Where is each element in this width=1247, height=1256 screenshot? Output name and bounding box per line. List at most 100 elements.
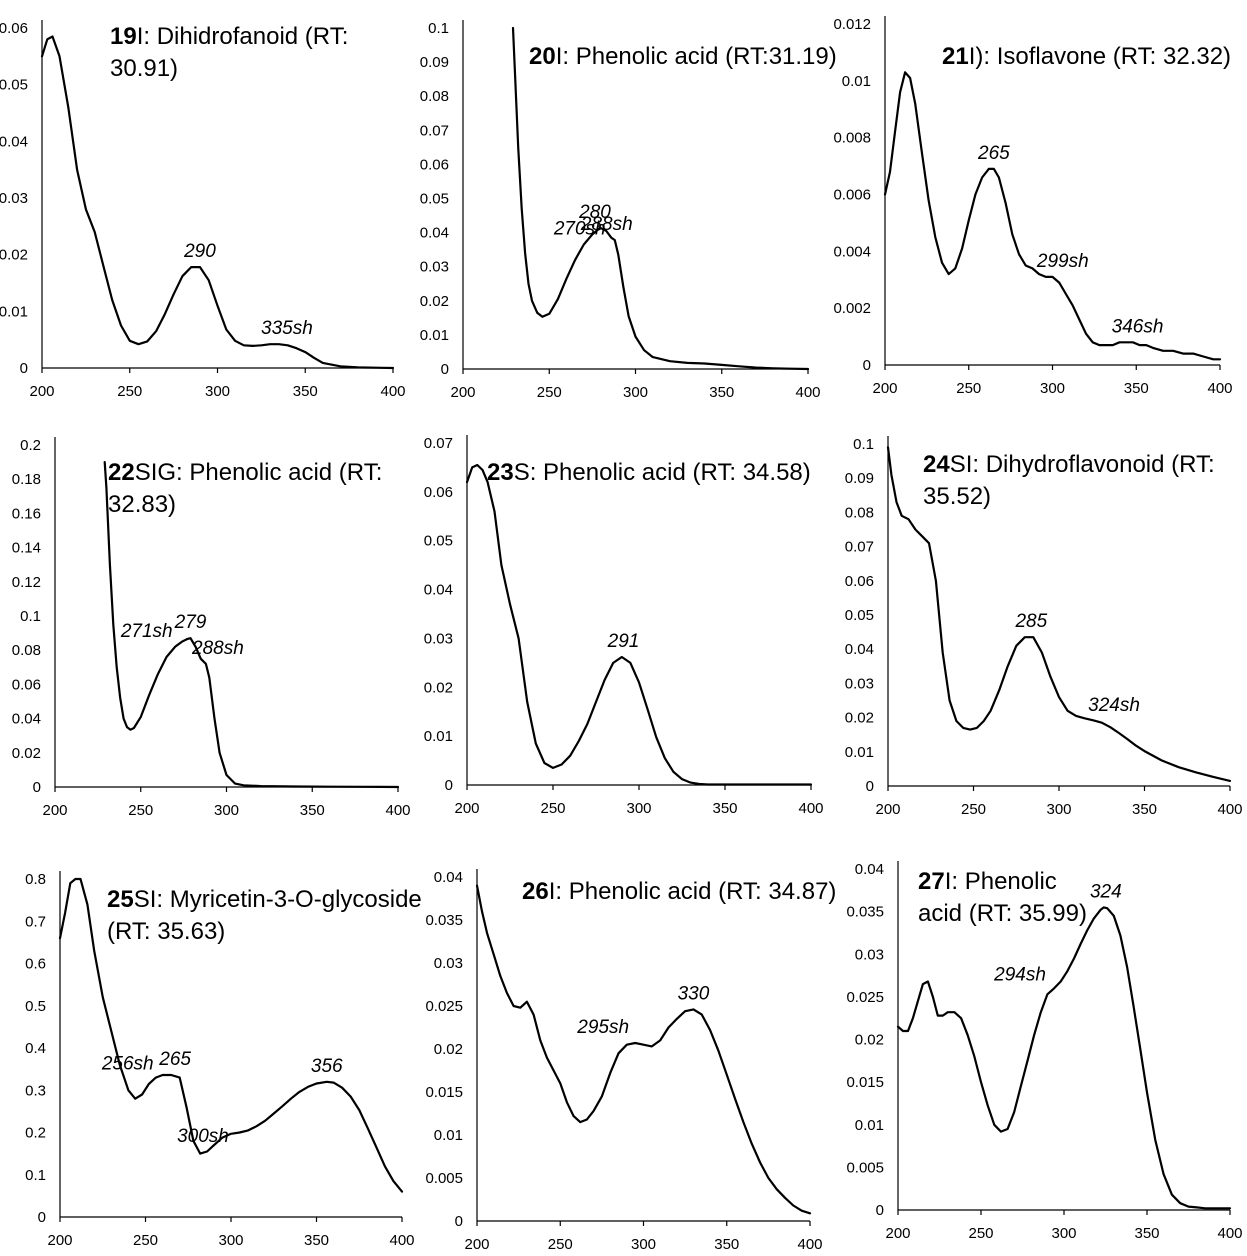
- chart-title-line: 22SIG: Phenolic acid (RT:: [108, 459, 382, 486]
- chart-title-text: S: Phenolic acid (RT: 34.58): [514, 459, 811, 486]
- peak-label: 330: [678, 983, 710, 1004]
- y-tick-label: 0.08: [12, 642, 41, 659]
- x-tick-label: 400: [385, 802, 410, 819]
- peak-label: 291: [607, 631, 640, 652]
- x-tick-label: 200: [885, 1225, 910, 1242]
- x-tick-label: 250: [540, 800, 565, 817]
- y-tick-label: 0.2: [20, 437, 41, 454]
- y-tick-label: 0.7: [25, 913, 46, 930]
- y-tick-label: 0: [20, 360, 28, 377]
- y-tick-label: 0.01: [842, 73, 871, 90]
- x-tick-label: 400: [1217, 801, 1242, 818]
- y-tick-label: 0.08: [420, 88, 449, 105]
- y-tick-label: 0.1: [25, 1167, 46, 1184]
- y-tick-label: 0.05: [420, 191, 449, 208]
- y-tick-label: 0.005: [846, 1159, 884, 1176]
- y-tick-label: 0.03: [424, 630, 453, 647]
- y-tick-label: 0.02: [420, 293, 449, 310]
- y-tick-label: 0.1: [428, 20, 449, 37]
- spectrum-line: [883, 71, 1222, 361]
- spectrum-line: [58, 877, 404, 1193]
- y-tick-label: 0: [33, 779, 41, 796]
- y-tick-label: 0.005: [425, 1170, 463, 1187]
- x-tick-label: 250: [548, 1236, 573, 1253]
- y-tick-label: 0.01: [855, 1117, 884, 1134]
- chart-title-line: (RT: 35.63): [107, 918, 225, 945]
- x-tick-label: 300: [631, 1236, 656, 1253]
- y-tick-label: 0: [863, 357, 871, 374]
- x-tick-label: 250: [133, 1232, 158, 1249]
- x-tick-label: 300: [623, 384, 648, 401]
- y-tick-label: 0.01: [424, 728, 453, 745]
- y-tick-label: 0: [445, 777, 453, 794]
- y-tick-label: 0.08: [845, 504, 874, 521]
- y-tick-label: 0.015: [425, 1084, 463, 1101]
- y-tick-label: 0.06: [424, 484, 453, 501]
- x-tick-label: 350: [304, 1232, 329, 1249]
- y-tick-label: 0.05: [0, 77, 28, 94]
- peak-label: 324sh: [1088, 695, 1140, 716]
- y-tick-label: 0.02: [855, 1032, 884, 1049]
- chart-title-line: 35.52): [923, 483, 991, 510]
- x-tick-label: 350: [712, 800, 737, 817]
- x-tick-label: 400: [389, 1232, 414, 1249]
- chart-title-text: I: Dihidrofanoid (RT:: [137, 23, 349, 50]
- x-tick-label: 250: [956, 380, 981, 397]
- y-tick-label: 0.07: [420, 122, 449, 139]
- y-tick-label: 0.07: [845, 539, 874, 556]
- y-tick-label: 0.05: [845, 607, 874, 624]
- y-tick-label: 0.002: [833, 300, 871, 317]
- peak-label: 290: [183, 241, 216, 262]
- y-tick-label: 0.5: [25, 998, 46, 1015]
- spectrum-line: [511, 26, 810, 371]
- spectrum-line: [475, 884, 812, 1215]
- spectrum-chart-24: 200 250 300 350 400 0 0.01 0.02 0.03 0.04 0.05 0.06…: [845, 436, 1243, 818]
- y-tick-label: 0.16: [12, 505, 41, 522]
- x-tick-label: 350: [293, 383, 318, 400]
- spectrum-chart-27: 200 250 300 350 400 0 0.005 0.01 0.015 0.02 0.025 0…: [846, 861, 1243, 1242]
- y-tick-label: 0.12: [12, 574, 41, 591]
- peak-label: 346sh: [1112, 316, 1164, 337]
- x-tick-label: 350: [709, 384, 734, 401]
- x-tick-label: 400: [797, 1236, 822, 1253]
- compound-number: 26: [522, 878, 549, 905]
- x-tick-label: 200: [47, 1232, 72, 1249]
- y-tick-label: 0.04: [424, 582, 453, 599]
- y-tick-label: 0.035: [425, 912, 463, 929]
- chart-title-text: I: Phenolic: [945, 868, 1057, 895]
- spectrum-chart-21: 200 250 300 350 400 0 0.002 0.004 0.006 0.008 0.01…: [833, 16, 1233, 397]
- chart-title-text: I: Phenolic acid (RT: 34.87): [549, 878, 837, 905]
- y-tick-label: 0.03: [420, 259, 449, 276]
- x-tick-label: 250: [968, 1225, 993, 1242]
- chart-title-line: 21I): Isoflavone (RT: 32.32): [942, 43, 1231, 70]
- x-tick-label: 350: [1132, 801, 1157, 818]
- y-tick-label: 0.012: [833, 16, 871, 33]
- y-tick-label: 0.07: [424, 435, 453, 452]
- chart-title-text: I): Isoflavone (RT: 32.32): [969, 43, 1231, 70]
- y-tick-label: 0: [38, 1209, 46, 1226]
- compound-number: 19: [110, 23, 137, 50]
- y-tick-label: 0.01: [845, 744, 874, 761]
- chart-title-text: (RT: 35.63): [107, 918, 225, 945]
- chart-title-line: acid (RT: 35.99): [918, 900, 1087, 927]
- chart-title-text: SIG: Phenolic acid (RT:: [135, 459, 383, 486]
- spectrum-line: [886, 446, 1232, 782]
- compound-number: 20: [529, 43, 556, 70]
- y-tick-label: 0.09: [420, 54, 449, 71]
- y-tick-label: 0.06: [845, 573, 874, 590]
- x-tick-label: 200: [875, 801, 900, 818]
- y-tick-label: 0.025: [425, 998, 463, 1015]
- y-tick-label: 0.02: [424, 679, 453, 696]
- spectrum-chart-19: 200 250 300 350 400 0 0.01 0.02 0.03 0.04 0.05 0.06…: [0, 20, 406, 400]
- x-tick-label: 300: [1046, 801, 1071, 818]
- peak-label: 324: [1090, 881, 1122, 902]
- chart-title-line: 23S: Phenolic acid (RT: 34.58): [487, 459, 811, 486]
- peak-label: 295sh: [576, 1017, 629, 1038]
- x-tick-label: 350: [300, 802, 325, 819]
- y-tick-label: 0.1: [853, 436, 874, 453]
- chart-title-line: 32.83): [108, 491, 176, 518]
- x-tick-label: 350: [714, 1236, 739, 1253]
- y-tick-label: 0.04: [845, 641, 874, 658]
- compound-number: 23: [487, 459, 514, 486]
- y-tick-label: 0.05: [424, 533, 453, 550]
